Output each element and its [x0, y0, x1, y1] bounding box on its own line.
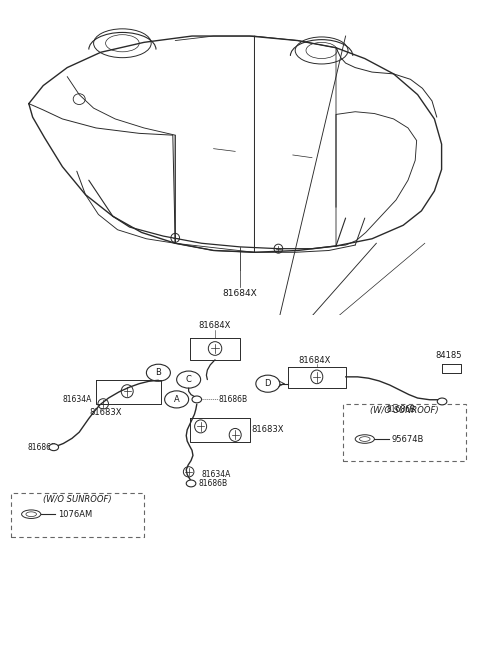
- Text: 81686B: 81686B: [28, 443, 57, 452]
- Text: 81684X: 81684X: [223, 289, 257, 298]
- Text: C: C: [186, 375, 192, 384]
- Text: 84185: 84185: [435, 351, 462, 360]
- Text: 81684X: 81684X: [299, 355, 331, 365]
- Text: 81686B: 81686B: [198, 479, 228, 488]
- Circle shape: [437, 398, 447, 405]
- Text: B: B: [156, 369, 161, 377]
- Text: 81683X: 81683X: [252, 425, 284, 434]
- Circle shape: [192, 396, 202, 403]
- Text: A: A: [174, 395, 180, 404]
- Text: 81686B: 81686B: [386, 405, 415, 414]
- Text: (W/O SUNROOF): (W/O SUNROOF): [371, 406, 439, 415]
- Text: 81634A: 81634A: [202, 470, 231, 479]
- Text: (W/O SUNROOF): (W/O SUNROOF): [44, 495, 112, 504]
- Text: 1076AM: 1076AM: [58, 510, 92, 518]
- Circle shape: [49, 444, 59, 451]
- Text: 81634A: 81634A: [62, 396, 92, 404]
- Circle shape: [186, 480, 196, 487]
- Text: 81686B: 81686B: [218, 395, 248, 404]
- Text: D: D: [264, 379, 271, 388]
- Text: 95674B: 95674B: [392, 434, 424, 443]
- Text: 81684X: 81684X: [199, 321, 231, 330]
- Text: 81683X: 81683X: [89, 408, 122, 417]
